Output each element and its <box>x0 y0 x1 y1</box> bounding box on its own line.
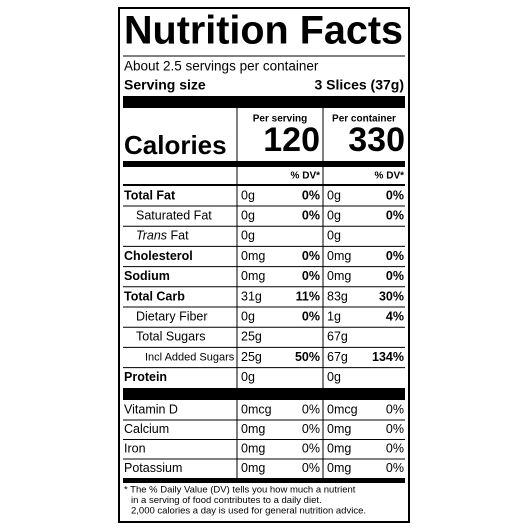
thick-bar <box>123 388 405 400</box>
amount: 0mcg <box>241 402 272 416</box>
daily-value: 0% <box>302 269 320 283</box>
daily-value: 11% <box>296 289 320 303</box>
daily-value: 4% <box>386 309 404 323</box>
daily-value: 50% <box>295 350 320 364</box>
column-header: Per container <box>332 114 396 125</box>
daily-value: 0% <box>386 249 404 263</box>
nutrient-name: Total Sugars <box>136 330 205 344</box>
label-border <box>118 7 410 523</box>
daily-value: 0% <box>386 461 404 475</box>
daily-value: 0% <box>386 269 404 283</box>
amount: 1g <box>327 309 341 323</box>
amount: 0mg <box>327 422 351 436</box>
amount: 0mg <box>241 249 265 263</box>
daily-value: 0% <box>386 441 404 455</box>
rows: Total Fat 0g 0g 0% 0% Saturated Fat 0g 0g 0% 0% Tr… <box>123 188 405 517</box>
amount: 67g <box>327 350 348 364</box>
thick-bar <box>123 96 405 108</box>
amount: 83g <box>327 289 348 303</box>
nutrient-name: Total Fat <box>124 188 176 202</box>
daily-value: 0% <box>386 422 404 436</box>
nutrient-name-prefix: Trans <box>136 229 167 243</box>
amount: 0mg <box>327 461 351 475</box>
daily-value: 0% <box>302 208 320 222</box>
amount: 0mg <box>327 249 351 263</box>
daily-value: 0% <box>302 422 320 436</box>
amount: 0mg <box>241 441 265 455</box>
amount: 0g <box>241 208 255 222</box>
daily-value: 0% <box>386 402 404 416</box>
nutrient-name: Dietary Fiber <box>136 309 208 323</box>
amount: 0g <box>327 188 341 202</box>
nutrient-name: Cholesterol <box>124 249 193 263</box>
daily-value: 0% <box>302 441 320 455</box>
amount: 0g <box>241 229 255 243</box>
amount: 0mg <box>241 422 265 436</box>
amount: 0mcg <box>327 402 358 416</box>
calories-label: Calories <box>124 130 227 160</box>
daily-value: 0% <box>302 402 320 416</box>
amount: 0g <box>241 309 255 323</box>
amount: 67g <box>327 330 348 344</box>
amount: 0g <box>327 208 341 222</box>
nutrient-name: Sodium <box>124 269 170 283</box>
dv-header: % DV* <box>375 171 405 182</box>
dv-header: % DV* <box>291 171 321 182</box>
serving-size-label: Serving size <box>124 77 206 93</box>
title: Nutrition Facts <box>124 9 403 53</box>
amount: 31g <box>241 289 262 303</box>
amount: 0mg <box>241 461 265 475</box>
nutrient-name: Protein <box>124 370 167 384</box>
nutrient-name: Calcium <box>124 422 169 436</box>
amount: 0g <box>327 370 341 384</box>
daily-value: 30% <box>379 289 404 303</box>
amount: 25g <box>241 330 262 344</box>
calories-value: 330 <box>348 121 405 159</box>
daily-value: 0% <box>386 188 404 202</box>
daily-value: 0% <box>386 208 404 222</box>
amount: 0mg <box>327 441 351 455</box>
nutrient-name: Potassium <box>124 461 182 475</box>
nutrient-name: Vitamin D <box>124 402 178 416</box>
amount: 0mg <box>327 269 351 283</box>
nutrient-name: Iron <box>124 441 146 455</box>
daily-value: 0% <box>302 461 320 475</box>
footnote: 2,000 calories a day is used for general… <box>131 506 366 517</box>
footnote: * The % Daily Value (DV) tells you how m… <box>124 485 356 496</box>
daily-value: 0% <box>302 249 320 263</box>
column-header: Per serving <box>253 114 307 125</box>
serving-size: 3 Slices (37g) <box>315 77 405 93</box>
servings: About 2.5 servings per container <box>124 59 319 74</box>
nutrient-name: Incl Added Sugars <box>145 352 235 364</box>
medium-bar <box>123 478 405 483</box>
amount: 0g <box>241 370 255 384</box>
nutrient-name: Fat <box>171 229 190 243</box>
calories-value: 120 <box>263 121 320 159</box>
nutrient-name: Total Carb <box>124 289 185 303</box>
footnote: in a serving of food contributes to a da… <box>131 495 322 506</box>
daily-value: 0% <box>302 309 320 323</box>
medium-bar <box>123 161 405 167</box>
daily-value: 134% <box>372 350 404 364</box>
amount: 0g <box>327 229 341 243</box>
daily-value: 0% <box>302 188 320 202</box>
amount: 25g <box>241 350 262 364</box>
amount: 0g <box>241 188 255 202</box>
nutrient-name: Saturated Fat <box>136 208 212 222</box>
amount: 0mg <box>241 269 265 283</box>
